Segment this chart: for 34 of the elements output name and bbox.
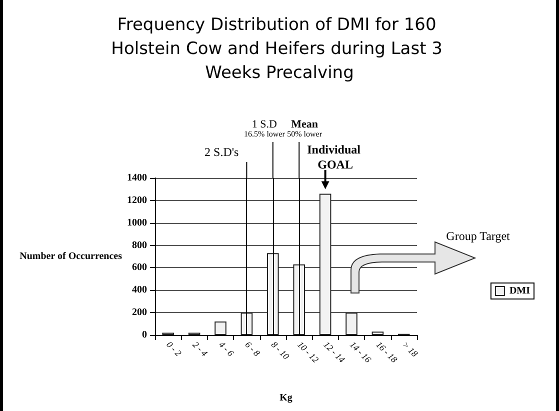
x-tick-label: 14 - 16 xyxy=(348,339,374,365)
text: Group Target xyxy=(446,229,511,243)
ref-line-label: 1 S.D 16.5% lower xyxy=(244,118,286,138)
bar xyxy=(240,312,253,335)
bar xyxy=(346,312,358,335)
bar xyxy=(293,264,305,335)
annotation: Individual GOAL xyxy=(307,142,364,172)
y-tick-label: 0 xyxy=(142,330,147,340)
y-axis-title: Number of Occurrences xyxy=(20,251,122,262)
bar xyxy=(319,194,332,335)
x-tick-label: 0 - 2 xyxy=(164,339,184,359)
chart-title: Frequency Distribution of DMI for 160 Holstein Cow and Heifers during Last 3 Weeks Precalving xyxy=(111,15,448,83)
bar xyxy=(372,332,384,335)
x-tick-label: 2 - 4 xyxy=(190,339,210,359)
x-tick-label: 4 - 6 xyxy=(216,339,236,359)
ref-line-label: Mean 50% lower xyxy=(287,118,322,138)
x-axis-title: Kg xyxy=(280,392,292,404)
x-tick-label: 16 - 18 xyxy=(374,339,400,365)
y-tick-label: 1400 xyxy=(127,172,147,184)
bar xyxy=(267,253,279,335)
y-tick-label: 200 xyxy=(132,307,147,318)
bar xyxy=(214,322,226,335)
x-tick-label: > 18 xyxy=(400,339,420,360)
x-tick-label: 10 - 12 xyxy=(296,339,321,365)
ref-line-label: 2 S.D's xyxy=(204,145,240,159)
y-tick-label: 1000 xyxy=(127,217,147,228)
y-tick-label: 1200 xyxy=(127,194,147,206)
y-tick-label: 800 xyxy=(132,240,147,251)
y-tick-label: 600 xyxy=(132,262,147,274)
y-tick-label: 400 xyxy=(132,284,147,296)
x-tick-label: 6 - 8 xyxy=(243,339,262,359)
legend-label: DMI xyxy=(509,286,530,296)
x-tick-label: 12 - 14 xyxy=(322,339,348,365)
x-tick-label: 8 - 10 xyxy=(269,339,292,362)
